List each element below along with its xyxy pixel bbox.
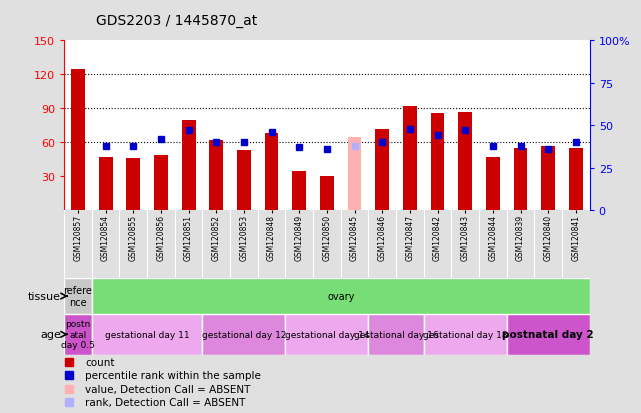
Bar bbox=[64, 279, 92, 314]
Bar bbox=[203, 314, 285, 355]
Text: rank, Detection Call = ABSENT: rank, Detection Call = ABSENT bbox=[85, 397, 246, 407]
Bar bbox=[458, 112, 472, 211]
Text: postn
atal
day 0.5: postn atal day 0.5 bbox=[61, 320, 95, 349]
Text: gestational day 11: gestational day 11 bbox=[104, 330, 189, 339]
Bar bbox=[513, 149, 528, 211]
Bar bbox=[71, 69, 85, 211]
Bar bbox=[347, 137, 362, 211]
Bar bbox=[507, 314, 590, 355]
Text: GDS2203 / 1445870_at: GDS2203 / 1445870_at bbox=[96, 14, 258, 28]
Text: gestational day 12: gestational day 12 bbox=[202, 330, 286, 339]
Text: tissue: tissue bbox=[28, 291, 61, 301]
Bar bbox=[569, 149, 583, 211]
Bar bbox=[237, 151, 251, 211]
Bar bbox=[181, 120, 196, 211]
Text: gestational day 18: gestational day 18 bbox=[423, 330, 508, 339]
Text: refere
nce: refere nce bbox=[63, 285, 92, 307]
Bar bbox=[541, 146, 555, 211]
Bar bbox=[292, 171, 306, 211]
Bar bbox=[424, 314, 507, 355]
Bar bbox=[376, 129, 389, 211]
Text: ovary: ovary bbox=[327, 291, 354, 301]
Text: count: count bbox=[85, 357, 115, 367]
Text: gestational day 14: gestational day 14 bbox=[285, 330, 369, 339]
Bar bbox=[486, 158, 500, 211]
Bar bbox=[369, 314, 424, 355]
Text: value, Detection Call = ABSENT: value, Detection Call = ABSENT bbox=[85, 384, 251, 394]
Bar bbox=[126, 159, 140, 211]
Bar bbox=[154, 155, 168, 211]
Text: gestational day 16: gestational day 16 bbox=[354, 330, 438, 339]
Bar bbox=[403, 107, 417, 211]
Bar bbox=[210, 141, 223, 211]
Bar bbox=[265, 134, 278, 211]
Bar bbox=[431, 114, 444, 211]
Bar bbox=[64, 314, 92, 355]
Text: age: age bbox=[40, 330, 61, 339]
Text: percentile rank within the sample: percentile rank within the sample bbox=[85, 370, 261, 380]
Bar bbox=[320, 177, 334, 211]
Bar bbox=[99, 158, 113, 211]
Text: postnatal day 2: postnatal day 2 bbox=[503, 330, 594, 339]
Bar bbox=[285, 314, 369, 355]
Bar bbox=[92, 314, 203, 355]
